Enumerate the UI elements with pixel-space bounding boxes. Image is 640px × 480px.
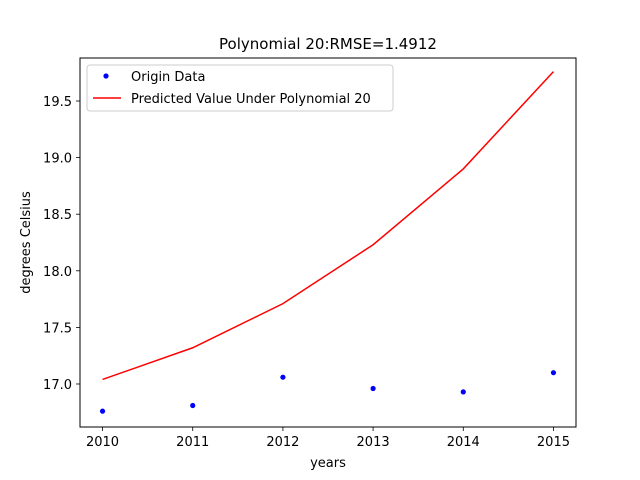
y-tick-label: 18.5: [43, 208, 72, 223]
x-tick-label: 2012: [266, 435, 299, 450]
origin-data-point: [280, 374, 286, 380]
origin-data-point: [99, 408, 106, 414]
chart-title: Polynomial 20:RMSE=1.4912: [219, 35, 437, 53]
x-tick-label: 2010: [86, 435, 119, 450]
predicted-series-line: [102, 71, 555, 381]
y-tick-label: 17.0: [43, 378, 72, 393]
legend-marker-origin-data: [103, 73, 109, 79]
legend-label-predicted: Predicted Value Under Polynomial 20: [131, 92, 371, 107]
x-tick-label: 2011: [176, 435, 209, 450]
origin-data-point: [190, 402, 196, 409]
origin-data-point: [370, 385, 376, 392]
x-tick-label: 2014: [447, 435, 480, 450]
legend-label-origin-data: Origin Data: [131, 70, 205, 85]
axis-ticks: 2010 2011 2012 2013 2014 2015 17.0 17.5 18.0 18.5…: [43, 95, 570, 450]
y-tick-label: 18.0: [43, 265, 72, 280]
y-tick-label: 19.0: [43, 152, 72, 167]
legend: Origin Data Predicted Value Under Polyno…: [86, 64, 394, 112]
legend-box: [86, 64, 394, 112]
plot-frame: [79, 57, 577, 428]
y-axis-label: degrees Celsius: [19, 191, 34, 294]
y-tick-label: 19.5: [43, 95, 72, 110]
origin-data-point: [460, 389, 466, 395]
x-tick-label: 2015: [537, 435, 570, 450]
origin-data-point: [550, 370, 557, 376]
y-tick-label: 17.5: [43, 321, 72, 336]
plot-marks: [99, 71, 557, 414]
x-axis-label: years: [310, 456, 346, 471]
x-tick-label: 2013: [357, 435, 390, 450]
